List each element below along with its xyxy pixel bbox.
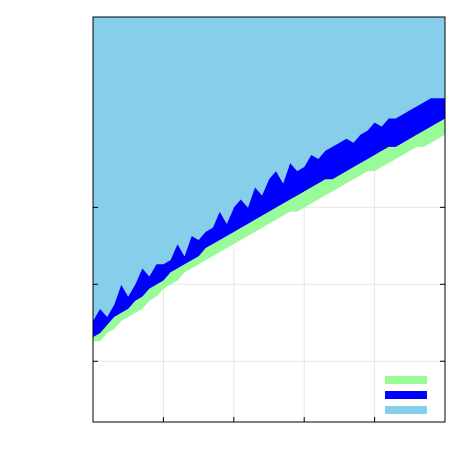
legend-swatch-1 (385, 376, 427, 384)
axis-ticks (93, 206, 445, 422)
area-series (92, 16, 446, 342)
legend-swatch-2 (385, 391, 427, 399)
plot-frame (92, 16, 446, 423)
legend (385, 376, 427, 414)
legend-swatch-3 (385, 406, 427, 414)
